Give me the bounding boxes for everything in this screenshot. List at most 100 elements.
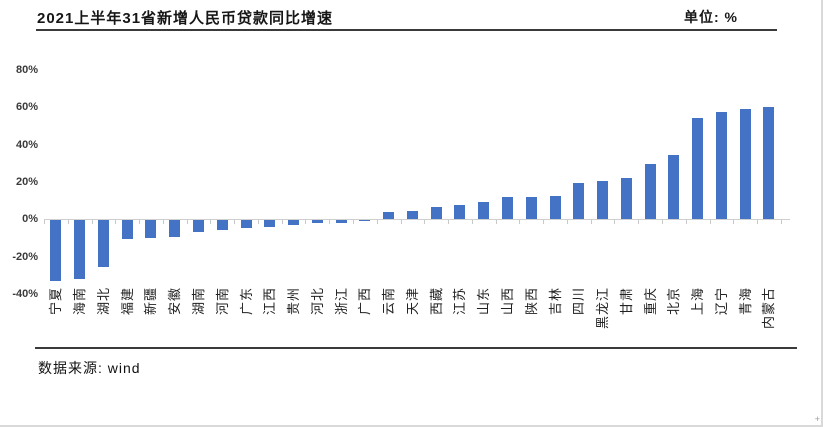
x-axis-tick (210, 220, 212, 225)
x-axis-label: 湖南 (191, 287, 206, 316)
x-axis-tick (590, 220, 592, 225)
bar (454, 204, 466, 220)
x-axis-label: 黑龙江 (595, 287, 611, 330)
x-axis-label: 吉林 (547, 287, 563, 316)
x-axis-tick (281, 220, 283, 225)
bar (739, 109, 751, 220)
x-axis-label: 新疆 (143, 287, 159, 316)
y-axis-tick-label: 20% (15, 175, 38, 188)
bar (644, 164, 656, 220)
y-axis-tick-label: 80% (15, 63, 38, 76)
bar (620, 177, 632, 220)
x-axis-tick (709, 220, 711, 225)
x-axis-tick (566, 220, 568, 225)
y-axis-tick-label: -20% (12, 250, 38, 263)
bar (597, 181, 609, 220)
x-axis-label: 山东 (476, 287, 492, 316)
x-axis-label: 重庆 (642, 287, 658, 316)
x-axis-label: 贵州 (286, 287, 302, 316)
bar (359, 220, 371, 221)
bar (430, 207, 442, 220)
bar (240, 220, 252, 228)
x-axis-tick (733, 220, 735, 225)
bar (549, 195, 561, 220)
x-axis-label: 福建 (119, 287, 135, 316)
x-axis-label: 广西 (357, 287, 373, 316)
x-axis-label: 河南 (214, 287, 230, 316)
bar (763, 106, 775, 220)
bar (692, 117, 704, 220)
y-axis-tick-label: 60% (15, 101, 38, 114)
x-axis-tick (305, 220, 307, 225)
x-axis-tick (757, 220, 759, 225)
x-axis-label: 青海 (737, 287, 753, 316)
bar-chart: 80% 60% 40% 20% 0% -20% -40% 宁夏 海南 湖北 福建 新疆 安徽 湖南 河南 广东… (12, 63, 790, 330)
x-axis-label: 山西 (500, 287, 515, 316)
x-axis-label: 江西 (262, 287, 278, 316)
x-axis-tick (543, 220, 545, 225)
x-axis-label: 天津 (404, 287, 420, 316)
x-axis-label: 湖北 (95, 287, 111, 316)
x-axis-label: 内蒙古 (761, 287, 777, 330)
x-axis-label: 安徽 (167, 287, 183, 316)
corner-resize-mark: + (814, 414, 820, 424)
x-axis-tick (424, 220, 426, 225)
bar (193, 220, 204, 233)
bar (74, 220, 86, 279)
x-axis-tick (91, 220, 93, 225)
x-axis-label: 北京 (666, 287, 682, 316)
x-axis-tick (186, 220, 188, 225)
bar (264, 220, 276, 227)
x-axis-label: 河北 (309, 287, 325, 316)
bar (97, 220, 109, 267)
x-axis-tick (400, 220, 402, 225)
bar (668, 155, 680, 220)
x-axis-label: 浙江 (333, 287, 349, 316)
x-axis-label: 西藏 (428, 287, 444, 316)
footer-rule (35, 347, 797, 349)
y-axis-tick-label: 0% (22, 213, 38, 226)
x-axis-tick (162, 220, 164, 225)
x-axis-label: 江苏 (452, 287, 468, 316)
x-axis-label: 广东 (238, 287, 254, 316)
x-axis-tick (448, 220, 450, 225)
bar (311, 220, 323, 224)
x-axis-tick (115, 220, 117, 225)
x-axis-tick (139, 220, 141, 225)
x-axis-tick (329, 220, 331, 225)
x-axis-tick (614, 220, 616, 225)
bar (406, 211, 418, 220)
bar (335, 220, 347, 223)
x-axis-tick (234, 220, 236, 225)
x-axis-tick (662, 220, 664, 225)
bar (145, 220, 157, 238)
x-axis-label: 云南 (381, 287, 397, 316)
bar (121, 220, 133, 240)
x-axis-tick (685, 220, 687, 225)
title-underline (36, 29, 777, 31)
bar (502, 196, 513, 220)
bar (50, 220, 62, 282)
chart-title: 2021上半年31省新增人民币贷款同比增速 (37, 10, 334, 27)
x-axis-tick (353, 220, 354, 225)
bar (216, 220, 228, 230)
x-axis-tick (67, 220, 69, 225)
x-axis-tick (376, 220, 378, 225)
x-axis-label: 四川 (571, 287, 587, 316)
x-axis-tick (471, 220, 473, 225)
x-axis-tick (519, 220, 521, 225)
bar (288, 220, 300, 226)
x-axis-label: 宁夏 (48, 287, 64, 316)
x-axis-line (44, 219, 790, 221)
x-axis-tick (638, 220, 640, 225)
bar (715, 112, 727, 220)
x-axis-label: 辽宁 (713, 287, 729, 316)
x-axis-tick (257, 220, 259, 225)
y-axis-tick-label: 40% (15, 138, 38, 151)
data-source-note: 数据来源: wind (38, 360, 141, 376)
x-axis-tick (44, 220, 45, 225)
x-axis-tick (495, 220, 497, 225)
bar (383, 212, 395, 220)
bar (525, 196, 537, 220)
